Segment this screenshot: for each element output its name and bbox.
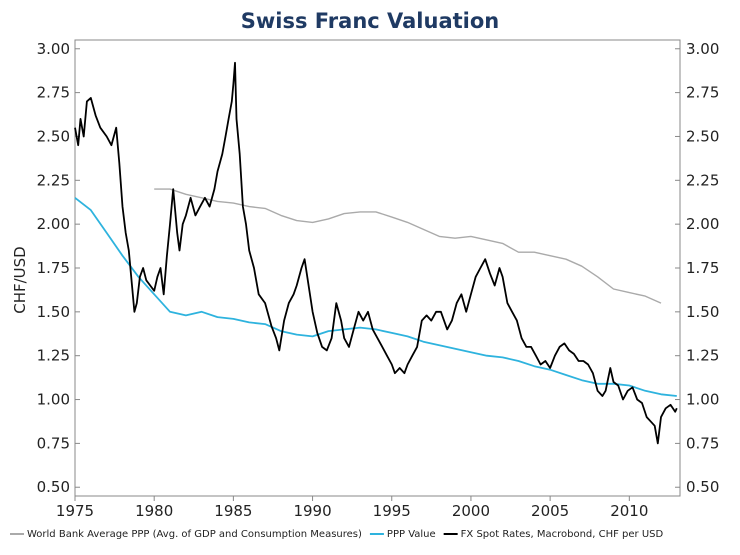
x-tick-label: 2005 — [531, 502, 569, 520]
series-layer — [74, 61, 678, 445]
fx-spot-line — [74, 61, 678, 445]
y-tick-label-left: 1.50 — [37, 303, 70, 321]
y-axis-left: 0.50 0.75 1.00 1.25 1.50 1.75 2.00 2.25 2.50 2.75… — [37, 40, 80, 496]
legend-item-ppp-value: PPP Value — [369, 529, 436, 540]
y-tick-label-left: 2.00 — [37, 215, 70, 233]
y-tick-label-left: 1.00 — [37, 391, 70, 409]
y-tick-label-left: 3.00 — [37, 40, 70, 58]
y-tick-label-right: 1.00 — [686, 391, 719, 409]
legend: World Bank Average PPP (Avg. of GDP and … — [10, 529, 664, 540]
ppp-value-line — [74, 197, 677, 397]
legend-item-fx-spot: FX Spot Rates, Macrobond, CHF per USD — [443, 529, 664, 540]
y-tick-label-left: 0.50 — [37, 478, 70, 496]
y-axis-right: 0.50 0.75 1.00 1.25 1.50 1.75 2.00 2.25 2.50 2.75… — [675, 40, 719, 496]
chart-title: Swiss Franc Valuation — [241, 9, 499, 33]
legend-item-wb-ppp: World Bank Average PPP (Avg. of GDP and … — [10, 529, 362, 540]
y-tick-label-right: 1.50 — [686, 303, 719, 321]
legend-label: FX Spot Rates, Macrobond, CHF per USD — [461, 529, 664, 540]
x-tick-label: 1975 — [56, 502, 94, 520]
y-tick-label-left: 2.25 — [37, 171, 70, 189]
y-tick-label-right: 2.50 — [686, 127, 719, 145]
y-tick-label-left: 0.75 — [37, 434, 70, 452]
x-tick-label: 1980 — [135, 502, 173, 520]
x-tick-label: 2000 — [452, 502, 490, 520]
legend-label: PPP Value — [387, 529, 436, 540]
x-tick-label: 1990 — [293, 502, 331, 520]
y-axis-title: CHF/USD — [11, 246, 29, 314]
y-tick-label-left: 2.75 — [37, 84, 70, 102]
y-tick-label-right: 1.25 — [686, 347, 719, 365]
x-tick-label: 2010 — [610, 502, 648, 520]
y-tick-label-right: 0.75 — [686, 434, 719, 452]
y-tick-label-right: 1.75 — [686, 259, 719, 277]
y-tick-label-right: 0.50 — [686, 478, 719, 496]
x-tick-label: 1995 — [373, 502, 411, 520]
y-tick-label-left: 1.25 — [37, 347, 70, 365]
y-tick-label-right: 2.75 — [686, 84, 719, 102]
y-tick-label-right: 3.00 — [686, 40, 719, 58]
y-tick-label-right: 2.00 — [686, 215, 719, 233]
y-tick-label-right: 2.25 — [686, 171, 719, 189]
legend-label: World Bank Average PPP (Avg. of GDP and … — [27, 529, 362, 540]
x-axis: 1975 1980 1985 1990 1995 2000 2005 2010 — [56, 496, 648, 520]
y-tick-label-left: 1.75 — [37, 259, 70, 277]
wb-ppp-line — [154, 188, 662, 304]
y-tick-label-left: 2.50 — [37, 127, 70, 145]
x-tick-label: 1985 — [214, 502, 252, 520]
